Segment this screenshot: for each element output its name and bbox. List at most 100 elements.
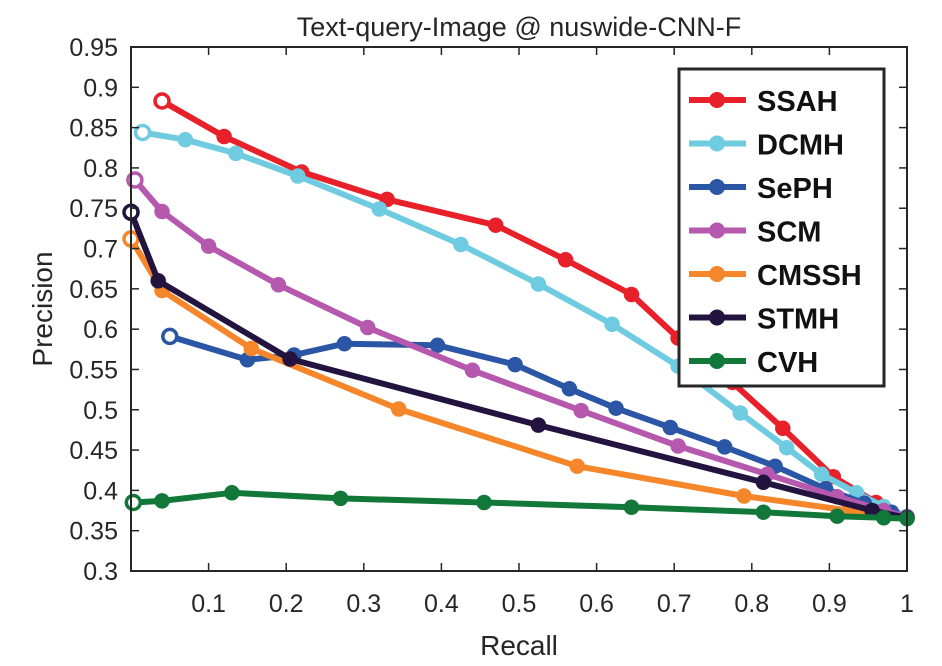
legend: SSAH DCMH SePH SCM CMSSH STMH CVH <box>677 67 886 388</box>
data-point-scm <box>270 277 287 293</box>
chart-title: Text-query-Image @ nuswide-CNN-F <box>297 12 742 42</box>
series-cvh <box>124 485 915 527</box>
data-point-scm <box>154 203 170 220</box>
x-tick-label: 0.2 <box>269 590 304 618</box>
data-point-cmssh <box>390 401 407 417</box>
y-tick-label: 0.35 <box>69 518 118 546</box>
x-tick-label: 0.5 <box>502 590 537 618</box>
data-point-cvh <box>875 510 892 526</box>
data-point-dcmh <box>133 123 152 142</box>
data-point-cvh <box>124 493 143 512</box>
x-tick-label: 0.7 <box>657 590 692 618</box>
legend-swatch-marker <box>709 222 725 239</box>
data-point-stmh <box>282 351 298 367</box>
legend-label: CVH <box>757 347 818 379</box>
data-point-cvh <box>224 485 240 501</box>
y-tick-label: 0.4 <box>83 477 118 505</box>
x-tick-label: 0.6 <box>579 590 614 618</box>
data-point-dcmh <box>778 439 795 456</box>
legend-label: SePH <box>757 173 833 205</box>
legend-item-cvh: CVH <box>689 347 818 379</box>
legend-swatch-marker <box>709 92 725 108</box>
y-tick-label: 0.45 <box>69 437 118 465</box>
y-tick-label: 0.85 <box>69 115 118 143</box>
data-point-cvh <box>755 504 772 520</box>
legend-item-seph: SePH <box>689 173 833 205</box>
legend-swatch-marker <box>709 179 725 195</box>
legend-label: SCM <box>757 217 821 249</box>
x-tick-label: 0.4 <box>424 590 459 618</box>
legend-swatch-marker <box>709 309 725 326</box>
data-point-seph <box>662 419 679 436</box>
legend-swatch-marker <box>709 266 725 282</box>
y-tick-label: 0.7 <box>83 236 118 264</box>
data-point-cmssh <box>736 488 752 504</box>
data-point-ssah <box>487 217 504 233</box>
y-tick-label: 0.3 <box>83 558 118 586</box>
y-tick-label: 0.6 <box>83 316 118 344</box>
data-point-seph <box>608 400 624 416</box>
x-tick-label: 1 <box>900 590 914 618</box>
legend-swatch-marker <box>709 353 725 369</box>
data-point-cvh <box>829 508 845 524</box>
data-point-ssah <box>557 252 574 268</box>
data-point-scm <box>200 238 217 254</box>
data-point-dcmh <box>371 201 388 217</box>
y-tick-label: 0.65 <box>69 276 118 304</box>
data-point-cvh <box>623 499 640 516</box>
y-axis-title: Precision <box>27 251 58 366</box>
data-point-scm <box>359 319 376 336</box>
data-point-seph <box>161 327 179 346</box>
y-tick-label: 0.9 <box>83 74 118 102</box>
legend-label: STMH <box>757 304 839 336</box>
data-point-cmssh <box>243 340 260 357</box>
y-tick-label: 0.75 <box>69 195 118 223</box>
legend-item-ssah: SSAH <box>689 86 838 118</box>
legend-label: CMSSH <box>757 260 862 292</box>
series-line-cvh <box>130 489 910 522</box>
data-point-seph <box>716 439 733 455</box>
data-point-seph <box>429 337 446 354</box>
data-point-seph <box>561 381 578 397</box>
legend-item-stmh: STMH <box>689 304 839 336</box>
y-tick-label: 0.5 <box>83 397 118 425</box>
y-tick-label: 0.55 <box>69 356 118 384</box>
y-tick-label: 0.8 <box>83 155 118 183</box>
legend-items: SSAH DCMH SePH SCM CMSSH STMH CVH <box>689 86 862 379</box>
data-point-ssah <box>623 286 640 303</box>
data-point-dcmh <box>453 236 469 253</box>
x-tick-label: 0.8 <box>734 590 769 618</box>
series-line-cmssh <box>128 235 910 521</box>
data-point-ssah <box>216 128 232 145</box>
y-tick-label: 0.95 <box>69 34 118 62</box>
data-point-dcmh <box>604 316 620 333</box>
x-tick-label: 0.1 <box>191 590 226 618</box>
data-point-dcmh <box>530 276 547 292</box>
x-tick-label: 0.3 <box>346 590 381 618</box>
legend-item-cmssh: CMSSH <box>689 260 862 292</box>
data-point-seph <box>336 335 353 352</box>
data-point-cmssh <box>569 458 585 474</box>
data-point-scm <box>464 362 481 379</box>
data-point-ssah <box>153 92 171 110</box>
legend-label: DCMH <box>757 130 844 162</box>
data-point-seph <box>507 356 523 373</box>
legend-item-dcmh: DCMH <box>689 130 844 162</box>
data-point-dcmh <box>290 168 306 184</box>
x-tick-label: 0.9 <box>812 590 847 618</box>
series-cmssh <box>122 230 915 526</box>
tick-layer: 0.1 0.2 0.3 0.4 0.5 0.6 0.7 0.8 0.9 1 0.3 0.35 0.4 0.… <box>69 34 914 618</box>
data-point-dcmh <box>732 405 748 421</box>
series-line-scm <box>131 177 910 520</box>
data-point-dcmh <box>228 145 244 162</box>
x-axis-title: Recall <box>480 630 558 661</box>
data-point-scm <box>670 438 686 454</box>
data-point-cvh <box>332 490 349 507</box>
data-point-cvh <box>154 493 170 509</box>
data-point-stmh <box>530 417 547 433</box>
data-point-dcmh <box>813 466 830 483</box>
data-point-cvh <box>476 494 492 511</box>
data-point-stmh <box>755 474 772 491</box>
data-point-dcmh <box>177 131 194 148</box>
